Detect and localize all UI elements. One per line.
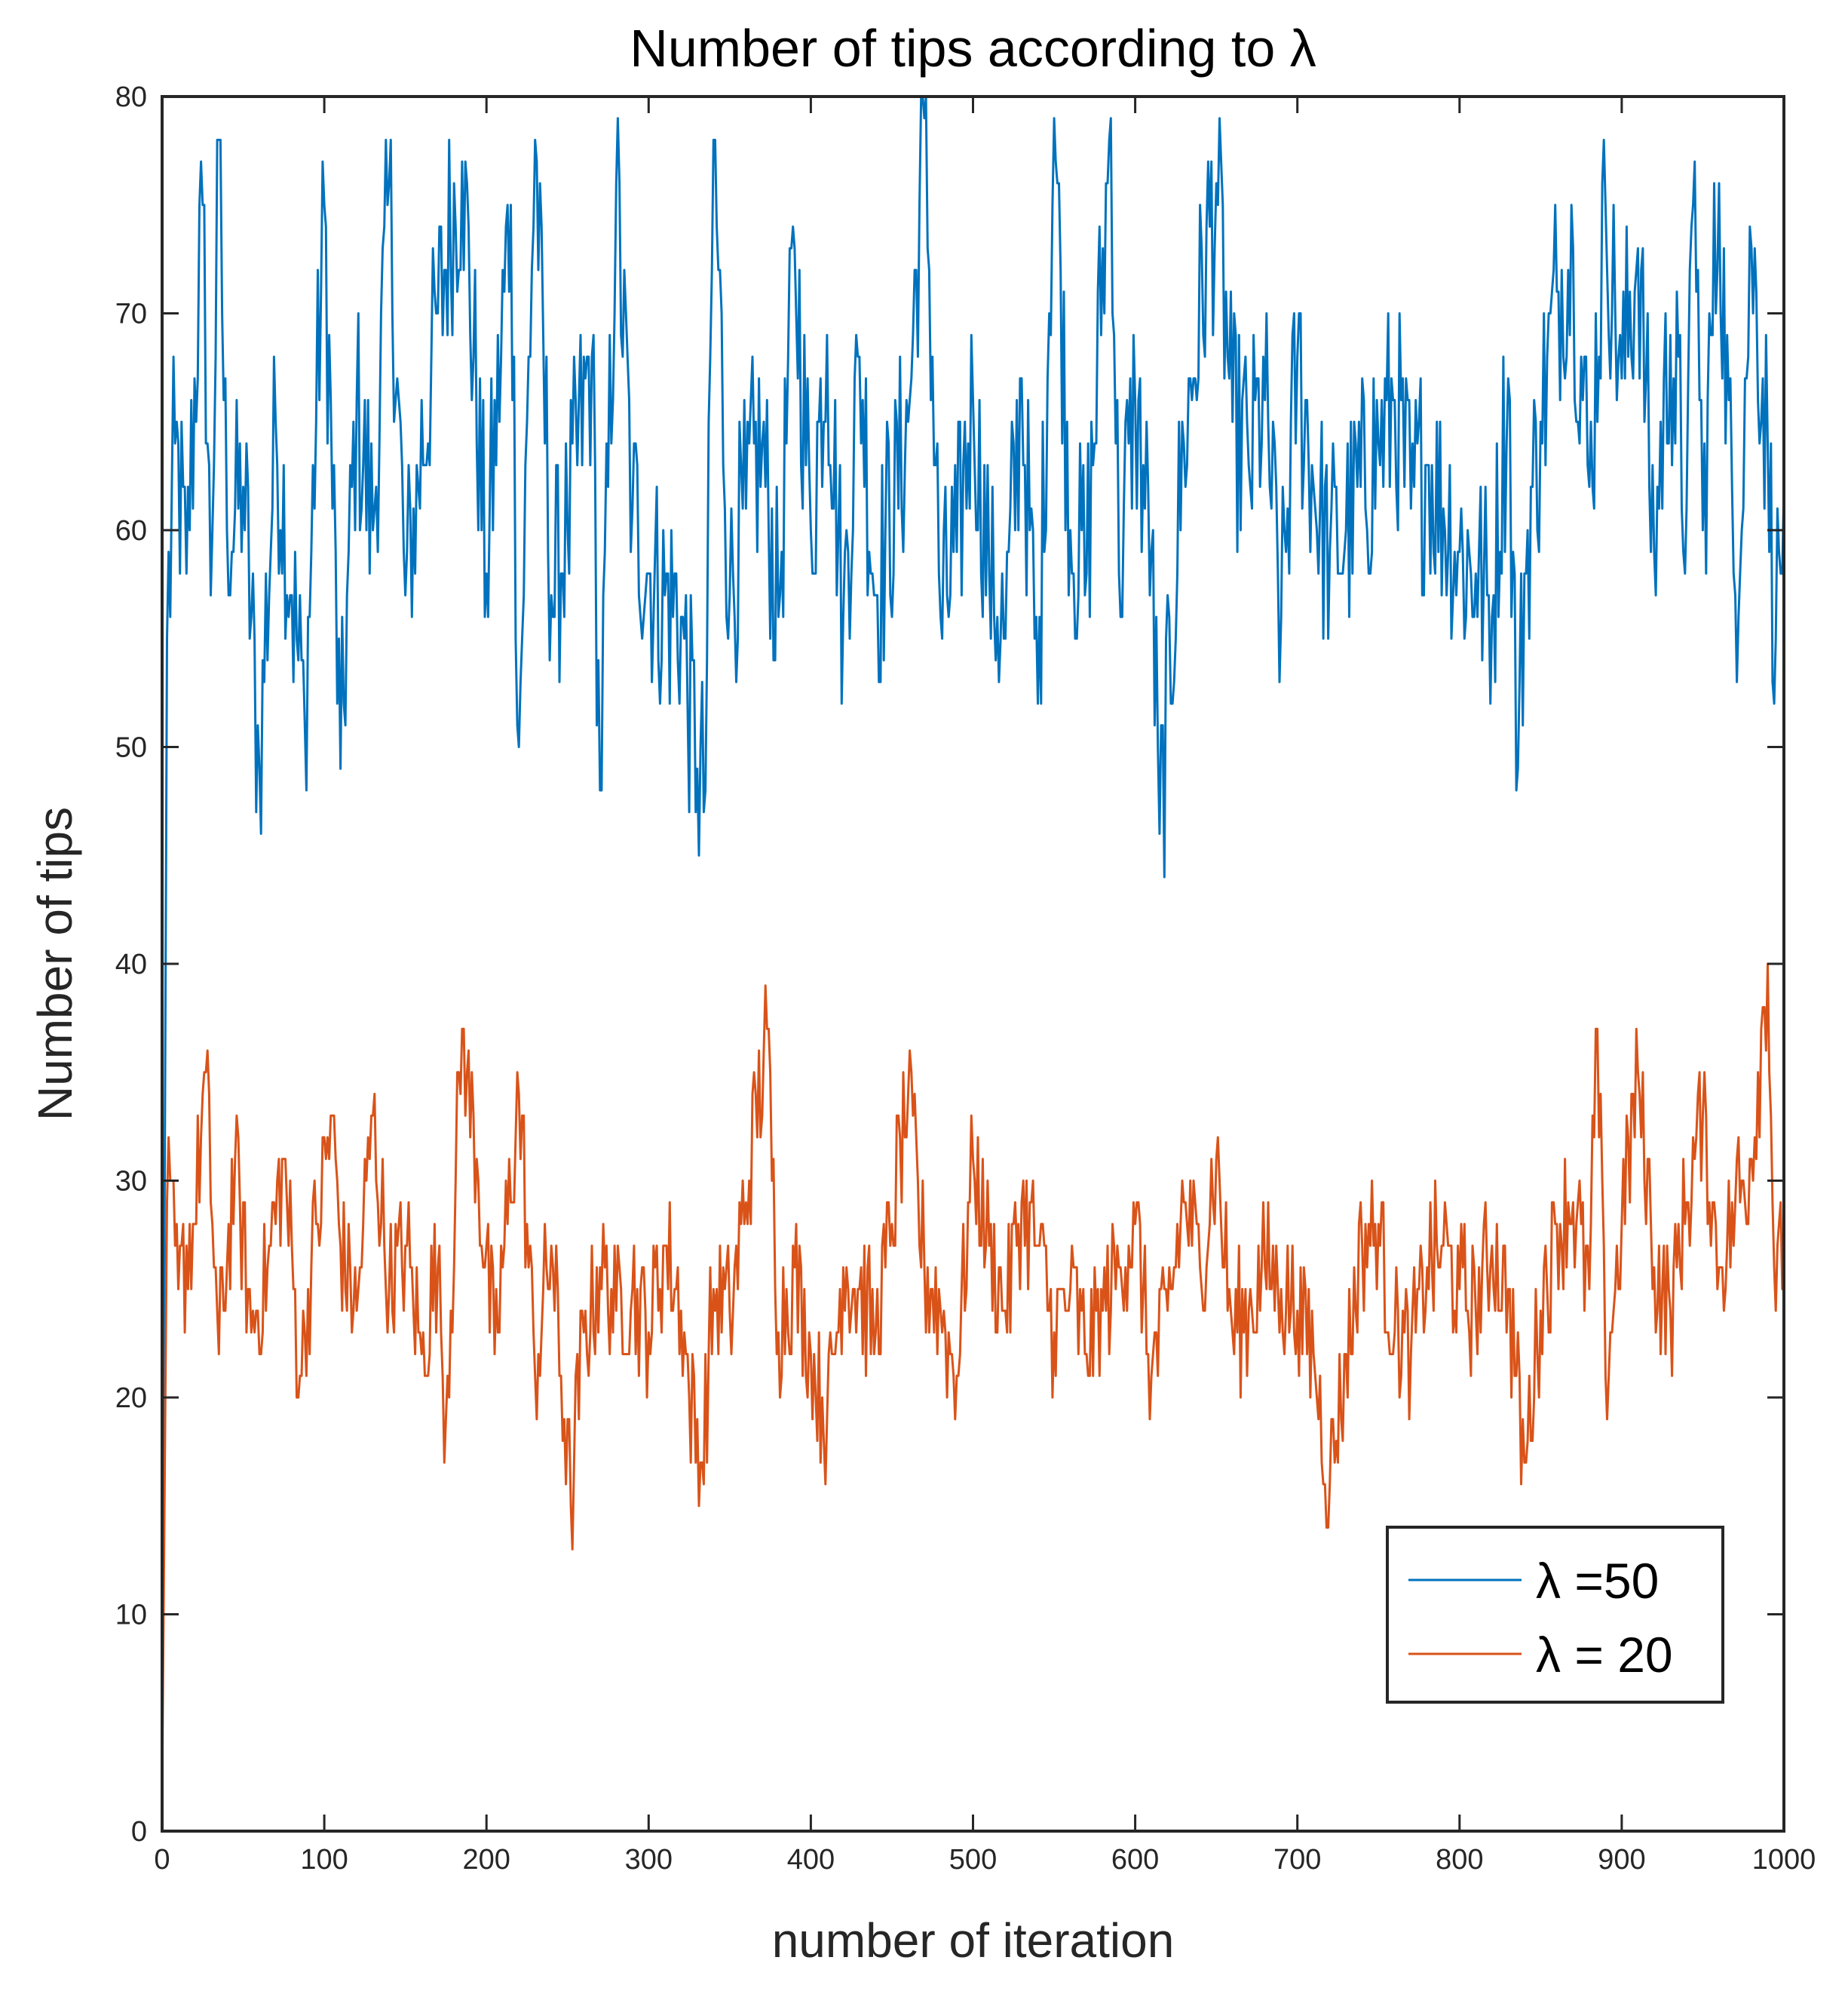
- x-tick-label: 300: [625, 1844, 673, 1876]
- y-tick-label: 40: [115, 949, 147, 980]
- legend: λ =50 λ = 20: [1386, 1526, 1724, 1704]
- x-tick-label: 400: [787, 1844, 835, 1876]
- y-axis-title: Number of tips: [28, 807, 82, 1121]
- x-tick-label: 0: [154, 1844, 170, 1876]
- ticks-layer: 0 100 200 300 400 500 600 700 800 900 1000 0 10 20 30 4…: [115, 81, 1816, 1876]
- x-tick-label: 900: [1598, 1844, 1645, 1876]
- series-line-2: [161, 962, 1785, 1788]
- chart-title: Number of tips according to λ: [630, 19, 1316, 78]
- y-tick-label: 80: [115, 81, 147, 113]
- x-tick-label: 200: [462, 1844, 510, 1876]
- legend-box: [1386, 1526, 1724, 1704]
- x-tick-label: 500: [949, 1844, 997, 1876]
- y-tick-label: 50: [115, 732, 147, 764]
- y-tick-label: 20: [115, 1382, 147, 1414]
- y-tick-label: 70: [115, 299, 147, 330]
- y-tick-label: 0: [131, 1816, 147, 1848]
- x-tick-label: 700: [1273, 1844, 1321, 1876]
- legend-label-1: λ =50: [1536, 1553, 1659, 1609]
- x-axis-title: number of iteration: [772, 1913, 1175, 1968]
- x-tick-label: 600: [1111, 1844, 1159, 1876]
- y-tick-label: 60: [115, 515, 147, 547]
- series-line-1: [161, 95, 1785, 1788]
- y-tick-label: 30: [115, 1166, 147, 1198]
- x-tick-label: 1000: [1752, 1844, 1816, 1876]
- y-tick-label: 10: [115, 1600, 147, 1631]
- x-tick-label: 800: [1436, 1844, 1483, 1876]
- legend-label-2: λ = 20: [1536, 1627, 1673, 1683]
- x-tick-label: 100: [300, 1844, 348, 1876]
- series-layer: [161, 95, 1785, 1788]
